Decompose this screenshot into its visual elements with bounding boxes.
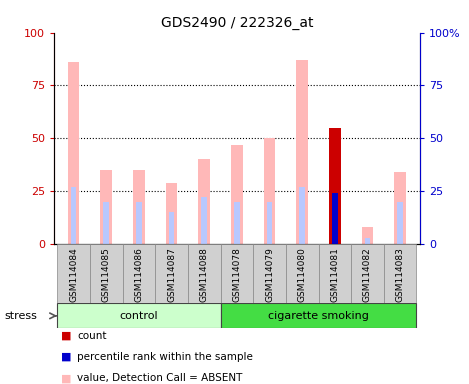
Bar	[364, 237, 371, 244]
Text: GSM114088: GSM114088	[200, 247, 209, 302]
Bar	[351, 244, 384, 303]
Bar	[220, 303, 416, 328]
Text: GSM114086: GSM114086	[134, 247, 144, 302]
Bar	[71, 187, 76, 244]
Bar	[384, 244, 416, 303]
Bar	[329, 127, 340, 244]
Bar	[57, 303, 220, 328]
Text: ■: ■	[61, 373, 71, 383]
Bar	[253, 244, 286, 303]
Title: GDS2490 / 222326_at: GDS2490 / 222326_at	[160, 16, 313, 30]
Bar	[198, 159, 210, 244]
Bar	[266, 202, 272, 244]
Bar	[188, 244, 220, 303]
Text: GSM114079: GSM114079	[265, 247, 274, 302]
Bar	[220, 244, 253, 303]
Bar	[332, 193, 338, 244]
Text: percentile rank within the sample: percentile rank within the sample	[77, 352, 253, 362]
Bar	[394, 172, 406, 244]
Text: GSM114080: GSM114080	[298, 247, 307, 302]
Text: GSM114078: GSM114078	[232, 247, 242, 302]
Text: GSM114081: GSM114081	[330, 247, 340, 302]
Bar	[133, 170, 144, 244]
Bar	[168, 212, 174, 244]
Bar	[264, 138, 275, 244]
Bar	[397, 202, 403, 244]
Bar	[57, 244, 90, 303]
Bar	[234, 202, 240, 244]
Bar	[318, 244, 351, 303]
Text: GSM114082: GSM114082	[363, 247, 372, 301]
Text: stress: stress	[5, 311, 38, 321]
Bar	[122, 244, 155, 303]
Text: count: count	[77, 331, 107, 341]
Bar	[299, 187, 305, 244]
Bar	[201, 197, 207, 244]
Text: value, Detection Call = ABSENT: value, Detection Call = ABSENT	[77, 373, 243, 383]
Text: ■: ■	[61, 331, 71, 341]
Text: GSM114087: GSM114087	[167, 247, 176, 302]
Text: ■: ■	[61, 352, 71, 362]
Bar	[90, 244, 122, 303]
Bar	[155, 244, 188, 303]
Text: GSM114084: GSM114084	[69, 247, 78, 301]
Text: GSM114083: GSM114083	[396, 247, 405, 302]
Text: GSM114085: GSM114085	[102, 247, 111, 302]
Bar	[100, 170, 112, 244]
Bar	[136, 202, 142, 244]
Bar	[286, 244, 318, 303]
Bar	[362, 227, 373, 244]
Bar	[68, 62, 79, 244]
Bar	[166, 183, 177, 244]
Bar	[103, 202, 109, 244]
Bar	[296, 60, 308, 244]
Text: cigarette smoking: cigarette smoking	[268, 311, 369, 321]
Bar	[231, 145, 242, 244]
Text: control: control	[120, 311, 158, 321]
